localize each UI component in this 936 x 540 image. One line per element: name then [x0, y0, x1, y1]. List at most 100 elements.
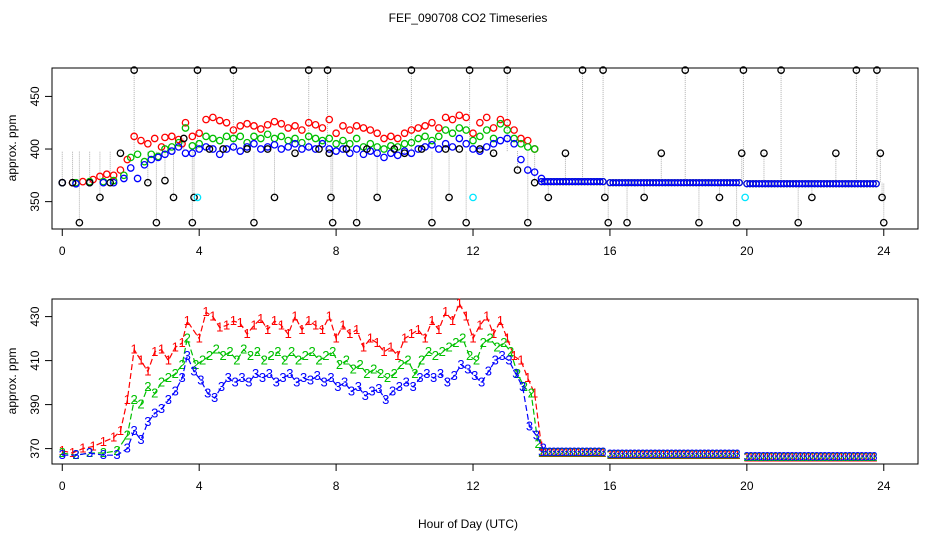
baseline-marker: 3 [627, 447, 634, 461]
baseline-marker: 3 [813, 449, 820, 463]
series-2-marker: 2 [113, 443, 120, 458]
series-1-marker: 1 [435, 322, 442, 337]
series-3-marker: 3 [498, 348, 505, 363]
baseline-marker: 2 [623, 448, 630, 462]
green-point [298, 138, 306, 147]
green-point [195, 139, 204, 148]
baseline-marker: 1 [644, 448, 651, 462]
baseline-marker: 3 [764, 449, 771, 463]
bottom-x-tick-label: 4 [196, 479, 203, 493]
series-1-marker: 1 [517, 353, 524, 368]
baseline-marker: 3 [689, 447, 696, 461]
series-2-marker: 2 [336, 357, 343, 372]
baseline-marker: 2 [567, 446, 574, 460]
series-1-marker: 1 [442, 304, 449, 319]
red-point [109, 171, 118, 180]
baseline-marker: 3 [596, 445, 603, 459]
baseline-marker: 3 [863, 449, 870, 463]
black-point [732, 218, 741, 227]
baseline-marker: 3 [846, 449, 853, 463]
green-point [489, 134, 498, 143]
red-point [421, 122, 429, 130]
black-point [599, 66, 607, 74]
green-point [188, 142, 197, 150]
series-1-marker: 1 [223, 317, 230, 332]
baseline-marker: 1 [830, 450, 837, 464]
red-point [393, 134, 402, 143]
baseline-marker: 1 [567, 446, 574, 460]
series-1-marker: 1 [476, 317, 483, 332]
baseline-marker: 3 [559, 445, 566, 459]
baseline-marker: 1 [701, 448, 708, 462]
green-point [380, 145, 388, 153]
blue-point [482, 143, 491, 151]
baseline-marker: 1 [550, 446, 557, 460]
black-point [85, 178, 94, 187]
red-point [339, 122, 347, 130]
baseline-point [869, 180, 877, 188]
red-point [167, 132, 176, 141]
cyan-point [469, 193, 477, 202]
baseline-marker: 3 [713, 447, 720, 461]
series-1-marker: 1 [387, 339, 394, 354]
blue-point [523, 166, 532, 174]
red-point [236, 122, 245, 130]
series-3-marker: 3 [218, 379, 225, 394]
red-point [270, 117, 279, 126]
baseline-marker: 1 [768, 450, 775, 464]
baseline-marker: 3 [619, 447, 626, 461]
blue-point [352, 145, 361, 153]
baseline-marker: 1 [607, 448, 614, 462]
series-2-marker: 2 [343, 353, 350, 368]
series-3-marker: 3 [266, 366, 273, 381]
series-3-marker: 3 [437, 366, 444, 381]
baseline-marker: 3 [571, 445, 578, 459]
baseline-marker: 3 [785, 449, 792, 463]
red-point [318, 124, 327, 132]
top-y-tick-label: 400 [28, 139, 42, 159]
blue-point [441, 139, 450, 148]
blue-point [469, 145, 477, 153]
series-3-marker: 3 [519, 379, 526, 394]
series-2-marker: 2 [267, 348, 274, 363]
black-point [250, 218, 258, 227]
red-point [448, 115, 457, 124]
green-point [126, 153, 135, 162]
baseline-marker: 1 [656, 448, 663, 462]
red-point [263, 120, 272, 129]
baseline-marker: 1 [793, 450, 800, 464]
blue-point [380, 153, 388, 162]
baseline-marker: 2 [744, 450, 751, 464]
black-point [219, 145, 227, 153]
series-2-marker: 2 [521, 379, 528, 394]
green-point [291, 134, 299, 143]
black-point [152, 218, 161, 227]
series-1-marker: 1 [184, 313, 191, 328]
blue-point [277, 145, 286, 153]
series-2-marker: 2 [226, 344, 233, 359]
black-point [623, 218, 631, 227]
series-2-marker: 2 [445, 339, 452, 354]
blue-point [455, 134, 464, 143]
series-1-marker: 1 [510, 348, 517, 363]
blue-point [387, 149, 395, 158]
baseline-marker: 1 [760, 450, 767, 464]
series-3-marker: 3 [485, 364, 492, 379]
series-1-marker: 1 [124, 392, 131, 407]
series-3-marker: 3 [471, 368, 478, 383]
series-2-marker: 2 [158, 375, 165, 390]
green-point [325, 134, 334, 143]
black-point [325, 149, 334, 158]
series-3-marker: 3 [238, 370, 245, 385]
baseline-marker: 3 [555, 445, 562, 459]
series-3-marker: 3 [172, 383, 179, 398]
red-point [407, 126, 416, 134]
green-point [366, 139, 375, 148]
top-x-tick-label: 12 [466, 244, 480, 258]
series-3-marker: 3 [100, 447, 107, 462]
black-point [373, 193, 382, 202]
series-2-marker: 2 [398, 357, 405, 372]
series-1-marker: 1 [538, 438, 545, 453]
series-2-marker: 2 [247, 348, 254, 363]
black-point [873, 66, 881, 74]
